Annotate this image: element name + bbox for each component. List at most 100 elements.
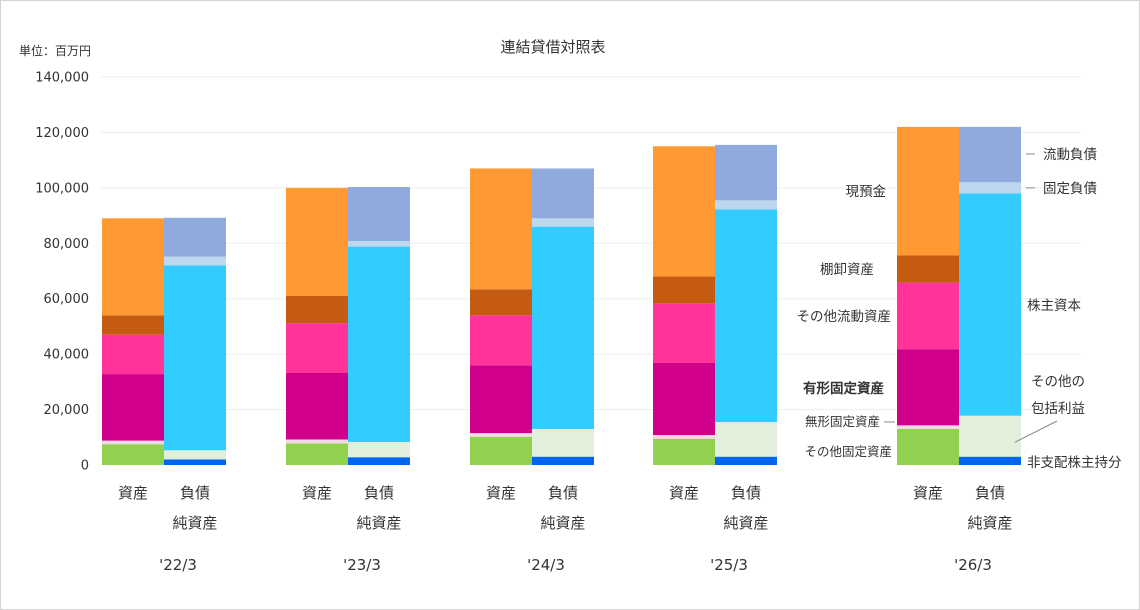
liability-equity-bar — [715, 209, 777, 423]
asset-cash-bar — [286, 187, 348, 296]
asset-cash-bar — [653, 146, 715, 277]
asset-intangible-bar — [897, 425, 959, 429]
asset-other_current-bar — [653, 303, 715, 364]
y-tick-label: 80,000 — [44, 237, 90, 252]
assets-label: 資産 — [669, 484, 699, 502]
aoci-leader — [1014, 420, 1058, 443]
asset-inventory-bar — [470, 289, 532, 316]
y-tick-label: 120,000 — [35, 126, 89, 141]
net-assets-label: 純資産 — [356, 514, 401, 532]
tangible-annotation: 有形固定資産 — [803, 380, 884, 397]
liability-aoci-bar — [164, 450, 226, 460]
intangible-annotation: 無形固定資産 — [805, 414, 880, 429]
net-assets-label: 純資産 — [723, 514, 768, 532]
chart-title: 連結貸借対照表 — [500, 38, 605, 56]
liability-non_controlling-bar — [959, 456, 1021, 465]
liability-fixed_liab-bar — [164, 256, 226, 266]
liability-current_liab-bar — [532, 168, 594, 219]
y-tick-label: 60,000 — [44, 292, 90, 307]
liability-fixed_liab-bar — [348, 241, 410, 247]
inventory-annotation: 棚卸資産 — [820, 262, 874, 278]
asset-other_current-bar — [897, 282, 959, 350]
liability-current_liab-bar — [164, 217, 226, 257]
asset-other_current-bar — [286, 323, 348, 373]
asset-intangible-bar — [653, 435, 715, 439]
asset-other_current-bar — [102, 334, 164, 375]
liability-current_liab-bar — [959, 126, 1021, 183]
asset-tangible-bar — [102, 374, 164, 441]
period-label: '25/3 — [710, 556, 748, 574]
liability-equity-bar — [532, 226, 594, 429]
asset-other_fixed-bar — [897, 428, 959, 465]
y-tick-label: 140,000 — [35, 71, 89, 86]
assets-label: 資産 — [118, 484, 148, 502]
liability-aoci-bar — [715, 422, 777, 457]
liabilities-label: 負債 — [180, 484, 210, 502]
period-label: '23/3 — [343, 556, 381, 574]
y-tick-label: 20,000 — [44, 403, 90, 418]
period-label: '22/3 — [159, 556, 197, 574]
liability-fixed_liab-bar — [715, 200, 777, 210]
liabilities-label: 負債 — [975, 484, 1005, 502]
y-axis: 0 20,000 40,000 60,000 80,000 100,000 120,000 1… — [35, 71, 89, 474]
aoci-annotation-line2: 包括利益 — [1031, 401, 1085, 417]
liabilities-label: 負債 — [731, 484, 761, 502]
liability-aoci-bar — [348, 441, 410, 458]
asset-inventory-bar — [897, 255, 959, 283]
assets-label: 資産 — [302, 484, 332, 502]
asset-intangible-bar — [102, 440, 164, 445]
asset-cash-bar — [897, 126, 959, 256]
net-assets-label: 純資産 — [172, 514, 217, 532]
liability-fixed_liab-bar — [532, 218, 594, 227]
other-current-annotation: その他流動資産 — [797, 309, 892, 325]
asset-inventory-bar — [653, 276, 715, 304]
asset-other_current-bar — [470, 315, 532, 366]
net-assets-label: 純資産 — [540, 514, 585, 532]
asset-cash-bar — [102, 218, 164, 316]
fixed-liab-annotation: 固定負債 — [1043, 181, 1097, 197]
asset-tangible-bar — [286, 372, 348, 440]
asset-other_fixed-bar — [470, 436, 532, 465]
assets-label: 資産 — [913, 484, 943, 502]
liability-non_controlling-bar — [715, 456, 777, 465]
net-assets-label: 純資産 — [967, 514, 1012, 532]
asset-other_fixed-bar — [653, 438, 715, 465]
asset-inventory-bar — [286, 295, 348, 324]
equity-annotation: 株主資本 — [1027, 298, 1081, 314]
asset-tangible-bar — [897, 349, 959, 426]
liability-equity-bar — [164, 265, 226, 451]
asset-inventory-bar — [102, 315, 164, 335]
assets-label: 資産 — [486, 484, 516, 502]
non-controlling-annotation: 非支配株主持分 — [1027, 455, 1122, 471]
aoci-annotation-line1: その他の — [1031, 374, 1085, 390]
liability-current_liab-bar — [715, 144, 777, 201]
liability-fixed_liab-bar — [959, 182, 1021, 194]
y-tick-label: 0 — [81, 459, 89, 474]
asset-intangible-bar — [470, 433, 532, 437]
liabilities-label: 負債 — [548, 484, 578, 502]
bars-layer — [102, 126, 1021, 465]
cash-annotation: 現預金 — [846, 184, 887, 200]
asset-other_fixed-bar — [102, 444, 164, 465]
y-tick-label: 100,000 — [35, 181, 89, 196]
unit-label: 単位：百万円 — [19, 43, 91, 58]
current-liab-annotation: 流動負債 — [1043, 147, 1097, 163]
asset-cash-bar — [470, 168, 532, 290]
liability-aoci-bar — [959, 415, 1021, 457]
period-label: '26/3 — [954, 556, 992, 574]
asset-tangible-bar — [653, 363, 715, 436]
liability-non_controlling-bar — [348, 457, 410, 465]
liability-equity-bar — [348, 246, 410, 442]
asset-intangible-bar — [286, 439, 348, 444]
liability-current_liab-bar — [348, 187, 410, 242]
period-label: '24/3 — [527, 556, 565, 574]
liability-aoci-bar — [532, 428, 594, 457]
y-tick-label: 40,000 — [44, 348, 90, 363]
other-fixed-annotation: その他固定資産 — [804, 444, 892, 459]
asset-other_fixed-bar — [286, 443, 348, 465]
liability-equity-bar — [959, 193, 1021, 416]
liability-non_controlling-bar — [532, 456, 594, 465]
